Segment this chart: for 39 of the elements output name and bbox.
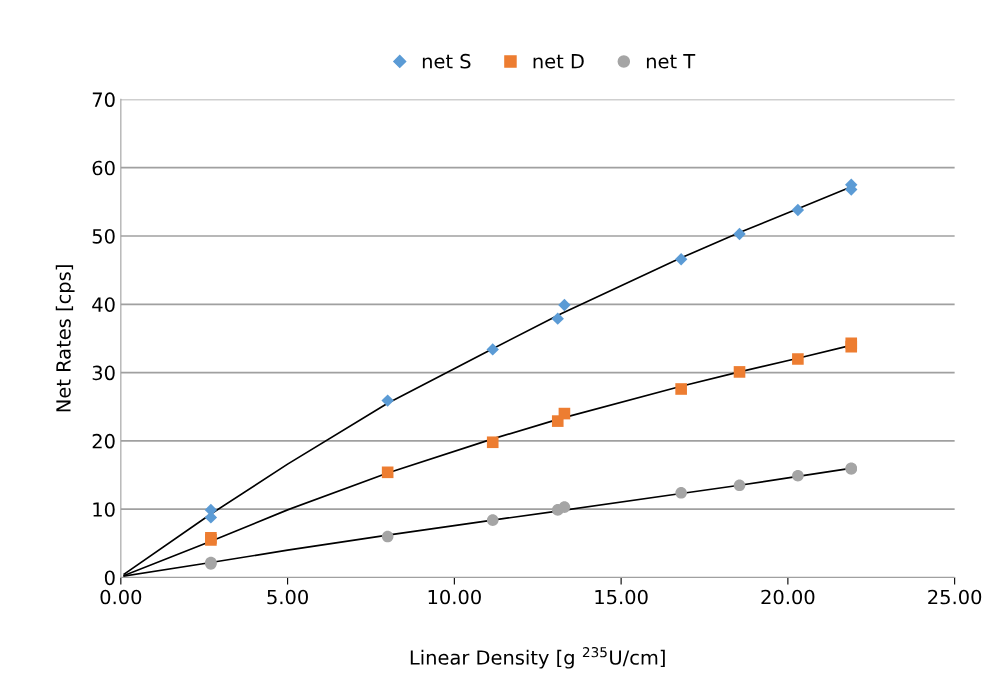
- y-tick-label: 20: [92, 433, 115, 449]
- y-axis-title: Net Rates [cps]: [55, 265, 75, 412]
- point: [486, 343, 499, 356]
- y-tick-label: 60: [92, 160, 115, 176]
- point: [675, 487, 687, 499]
- y-tick-label: 50: [92, 228, 115, 244]
- point: [733, 227, 746, 241]
- x-tick-label: 15.00: [595, 589, 648, 605]
- x-tick-label: 5.00: [267, 589, 308, 605]
- point: [733, 366, 746, 378]
- point: [675, 383, 687, 395]
- legend-label: net S: [422, 53, 471, 69]
- y-tick-label: 30: [92, 365, 115, 381]
- x-tick-label: 20.00: [761, 589, 815, 605]
- legend-label: net T: [646, 54, 696, 69]
- point: [792, 353, 804, 365]
- x-axis-title: Linear Density [g $^{235}$U/cm]: [410, 647, 665, 669]
- point: [558, 501, 571, 513]
- y-tick-label: 70: [92, 92, 115, 108]
- point: [381, 394, 394, 407]
- point: [551, 312, 564, 325]
- point: [558, 407, 571, 420]
- point: [792, 469, 804, 482]
- y-tick-label: 40: [92, 297, 115, 312]
- point: [381, 530, 394, 543]
- y-tick-label: 10: [93, 502, 115, 517]
- point: [674, 253, 688, 266]
- point: [733, 479, 746, 492]
- x-tick-label: 0.00: [100, 589, 142, 605]
- point: [486, 514, 499, 526]
- point: [558, 298, 571, 312]
- point: [486, 436, 499, 449]
- x-tick-label: 10.00: [428, 589, 481, 605]
- point: [791, 203, 805, 217]
- x-tick-label: 25.00: [928, 589, 982, 605]
- y-tick-label: 0: [104, 570, 115, 586]
- legend-label: net D: [533, 54, 584, 69]
- point: [204, 511, 218, 524]
- point: [381, 466, 394, 479]
